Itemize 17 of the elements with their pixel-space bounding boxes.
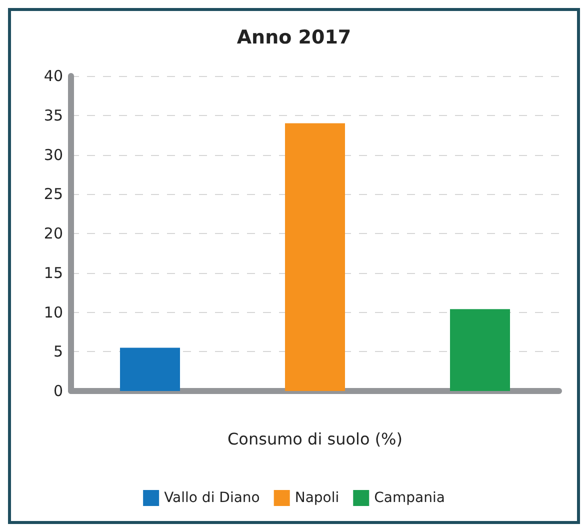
y-tick-label: 20 [44, 224, 63, 242]
legend-label: Campania [374, 490, 445, 506]
chart-title: Anno 2017 [236, 26, 352, 48]
y-tick-label: 10 [44, 303, 63, 322]
legend-label: Vallo di Diano [164, 490, 260, 506]
y-tick-label: 40 [44, 67, 63, 85]
bar [450, 309, 510, 391]
y-tick-label: 25 [44, 185, 63, 204]
y-tick-label: 5 [53, 342, 63, 361]
y-tick-label: 35 [44, 106, 63, 124]
bar [120, 348, 180, 391]
y-tick-label: 30 [44, 146, 63, 164]
y-tick-label: 0 [53, 382, 63, 400]
y-tick-label: 15 [44, 264, 63, 282]
bar [285, 123, 345, 391]
legend-label: Napoli [294, 490, 340, 506]
x-axis-title: Consumo di suolo (%) [228, 430, 402, 448]
